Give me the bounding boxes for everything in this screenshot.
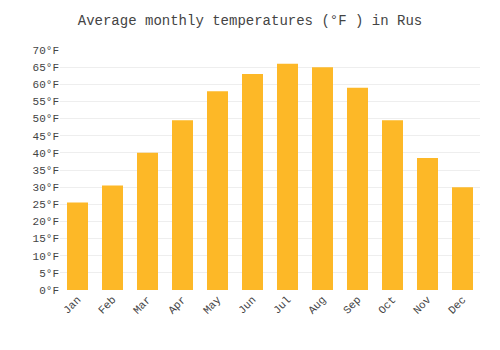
svg-text:May: May xyxy=(201,294,224,317)
svg-text:30°F: 30°F xyxy=(33,182,59,194)
svg-text:Jun: Jun xyxy=(236,294,258,316)
svg-text:Oct: Oct xyxy=(376,294,398,316)
svg-text:5°F: 5°F xyxy=(39,268,59,280)
svg-text:Feb: Feb xyxy=(96,294,118,316)
svg-text:45°F: 45°F xyxy=(33,131,59,143)
svg-text:Nov: Nov xyxy=(411,294,434,317)
svg-text:Mar: Mar xyxy=(131,294,153,316)
svg-text:20°F: 20°F xyxy=(33,216,59,228)
svg-text:25°F: 25°F xyxy=(33,199,59,211)
svg-text:50°F: 50°F xyxy=(33,113,59,125)
svg-text:65°F: 65°F xyxy=(33,62,59,74)
svg-text:Apr: Apr xyxy=(166,294,188,316)
svg-text:Jul: Jul xyxy=(271,294,293,316)
svg-text:10°F: 10°F xyxy=(33,251,59,263)
svg-text:60°F: 60°F xyxy=(33,79,59,91)
svg-text:70°F: 70°F xyxy=(33,45,59,57)
svg-text:Dec: Dec xyxy=(446,294,468,316)
svg-text:Average monthly temperatures (: Average monthly temperatures (°F ) in Ru… xyxy=(78,13,422,29)
svg-text:0°F: 0°F xyxy=(39,285,59,297)
svg-text:15°F: 15°F xyxy=(33,233,59,245)
svg-text:40°F: 40°F xyxy=(33,148,59,160)
svg-text:Aug: Aug xyxy=(306,294,328,316)
svg-text:Sep: Sep xyxy=(341,294,363,316)
svg-text:35°F: 35°F xyxy=(33,165,59,177)
svg-text:Jan: Jan xyxy=(61,294,83,316)
svg-text:55°F: 55°F xyxy=(33,96,59,108)
